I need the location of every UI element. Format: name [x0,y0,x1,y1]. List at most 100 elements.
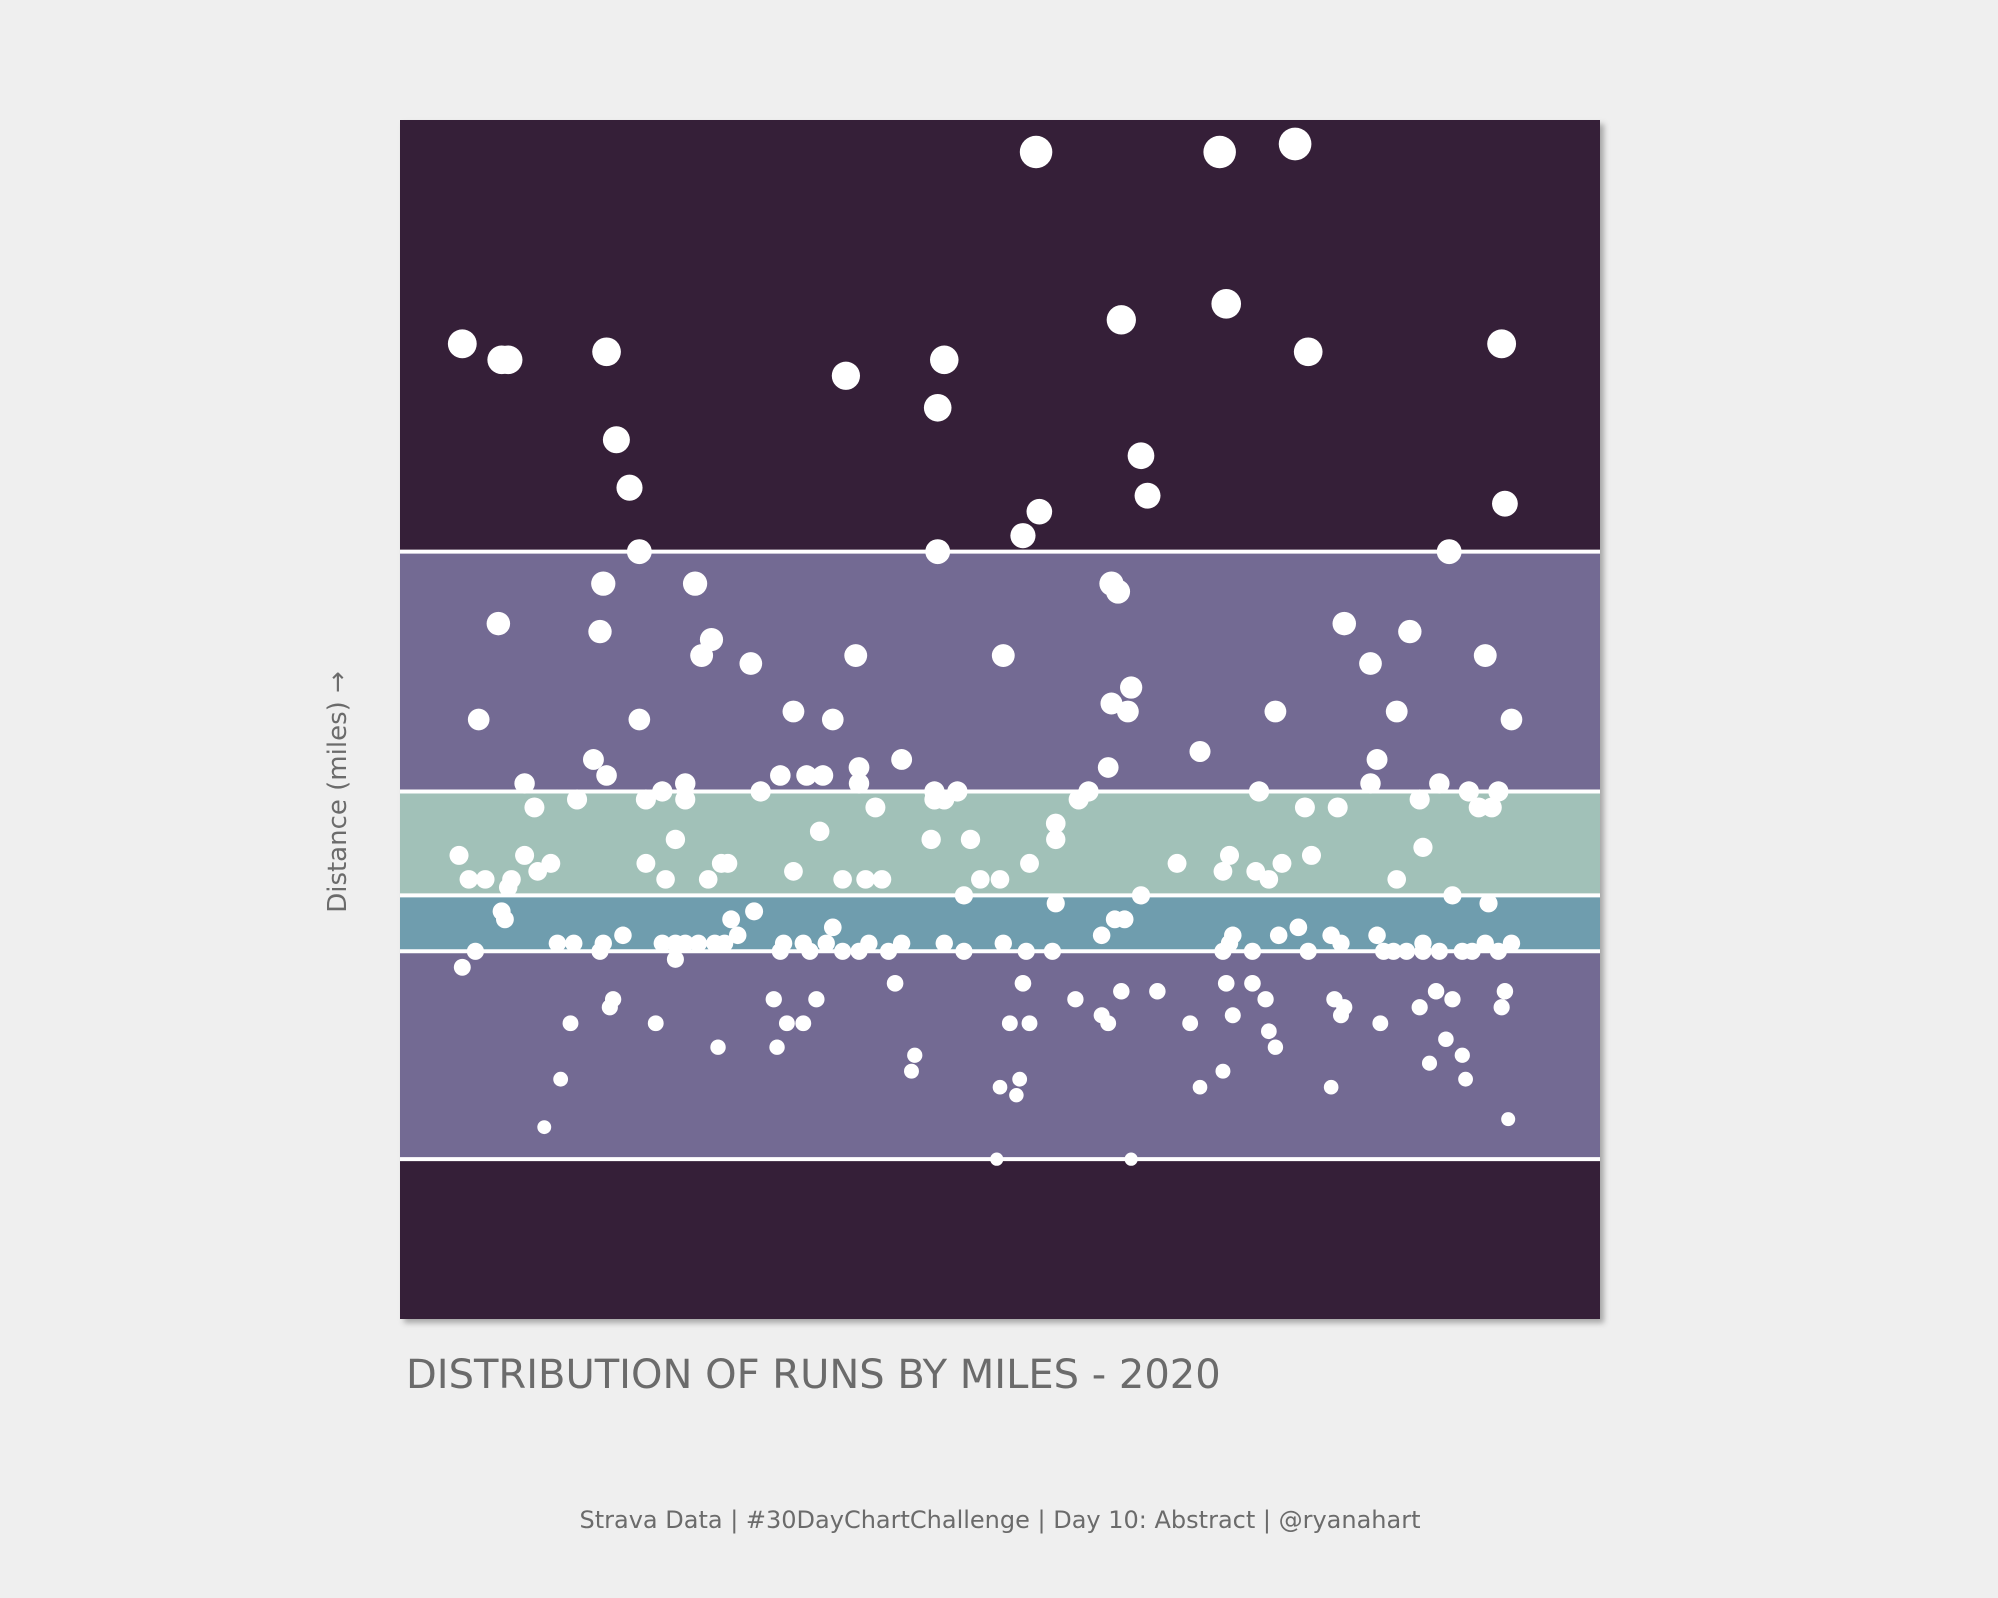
run-dot [1397,942,1416,960]
run-dot [715,934,734,953]
run-dot [769,1039,785,1055]
run-dot [594,934,612,953]
run-dot [1489,942,1507,960]
run-dot [467,708,490,731]
run-dot [1360,773,1381,794]
run-dot [1413,837,1433,857]
run-dot [1502,934,1521,953]
dots [447,127,1523,1166]
run-dot [514,773,535,794]
run-dot [823,918,842,937]
run-dot [907,1047,923,1063]
run-dot [1259,870,1279,889]
run-dot [809,821,830,842]
run-dot [447,329,477,359]
run-dot [1068,789,1089,810]
run-dot [1488,781,1509,802]
run-dot [782,700,805,723]
run-dot [548,934,567,953]
band [400,120,1600,552]
run-dot [954,886,974,905]
run-dot [1224,1007,1241,1024]
run-dot [872,870,892,889]
run-dot [1097,757,1119,778]
run-dot [1189,740,1211,762]
run-dot [750,781,771,802]
run-dot [1244,974,1261,992]
run-dot [990,1152,1004,1166]
run-dot [1067,991,1084,1008]
run-dot [596,765,617,786]
run-dot [1100,1015,1117,1032]
run-dot [1017,942,1035,960]
run-dot [1398,619,1422,644]
run-dot [904,1063,919,1079]
run-dot [592,337,621,367]
run-dot [1294,797,1315,818]
run-dot [765,991,782,1008]
run-dot [1248,781,1270,802]
run-dot [1009,1087,1024,1103]
run-dot [1387,870,1407,889]
run-dot [924,789,945,810]
run-dot [728,926,747,945]
run-dot [496,910,514,929]
run-dot [923,393,952,422]
run-dot [1463,942,1481,960]
run-dot [935,934,953,953]
run-dot [616,474,643,501]
run-dot [665,829,686,850]
run-dot [1272,853,1292,873]
run-dot [1444,991,1461,1008]
run-dot [682,571,708,596]
run-dot [1213,861,1233,881]
run-dot [879,942,898,960]
run-dot [493,345,523,375]
band [400,951,1600,1160]
run-dot [960,829,981,850]
run-dot [1481,797,1502,818]
run-dot [844,644,868,667]
run-dot [626,539,652,565]
run-dot [647,1015,664,1032]
run-dot [1217,974,1235,992]
run-dot [653,934,671,953]
run-dot [891,749,913,770]
run-dot [1182,1015,1199,1032]
run-dot [860,934,878,953]
run-dot [1368,926,1386,945]
run-dot [833,870,852,889]
run-dot [886,974,904,992]
run-dot [1021,1015,1038,1032]
run-dot [1045,813,1066,834]
run-dot [971,870,990,889]
run-dot [1106,305,1136,335]
run-dot [1131,886,1151,905]
run-dot [652,781,673,802]
run-dot [795,1015,812,1032]
band [400,1159,1600,1319]
run-dot [1430,942,1448,960]
run-dot [955,942,973,960]
run-dot [1026,498,1053,525]
run-dot [1092,926,1111,945]
run-dot [1493,999,1510,1016]
run-dot [1046,829,1066,850]
run-dot [718,853,738,873]
run-dot [770,765,791,786]
run-dot [698,870,718,889]
run-dot [466,942,485,960]
run-dot [1436,539,1462,565]
run-dot [675,773,696,794]
run-dot [992,1079,1008,1095]
bands [400,120,1600,1319]
run-dot [925,539,951,565]
run-dot [1384,942,1403,960]
run-dot [1116,700,1139,723]
run-dot [1278,127,1312,161]
run-dot [1100,692,1123,715]
run-dot [1192,1079,1208,1095]
run-dot [1458,781,1479,802]
run-dot [1414,942,1432,960]
run-dot [1301,845,1322,865]
